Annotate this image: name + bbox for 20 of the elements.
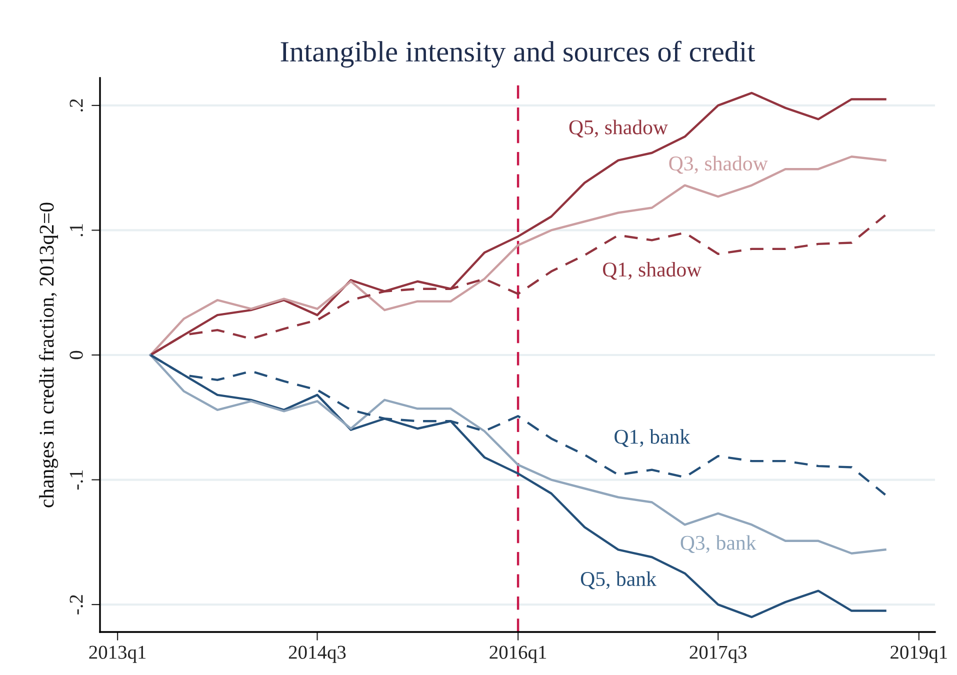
series-label: Q3, bank: [680, 535, 756, 554]
y-tick-label: -.1: [70, 470, 83, 490]
y-tick-label: .1: [70, 224, 83, 236]
series-label: Q1, shadow: [603, 262, 702, 280]
series-label: Q5, shadow: [569, 120, 668, 138]
x-tick-label: 2014q3: [288, 646, 346, 663]
x-tick-label: 2017q3: [690, 646, 747, 663]
line-series: [149, 354, 886, 554]
line-series: [149, 156, 886, 356]
x-tick-label: 2016q1: [490, 646, 546, 663]
x-tick-label: 2013q1: [89, 646, 146, 663]
y-tick-label: .2: [70, 99, 83, 112]
series-label: Q3, shadow: [669, 156, 768, 174]
y-tick-label: -.2: [70, 595, 83, 614]
series-label: Q5, bank: [580, 571, 656, 590]
y-tick-label: 0: [70, 350, 83, 360]
y-axis-title: changes in credit fraction, 2013q2=0: [38, 202, 58, 508]
x-tick-label: 2019q1: [890, 646, 947, 663]
series-label: Q1, bank: [614, 429, 690, 447]
chart-title: Intangible intensity and sources of credit: [280, 40, 756, 68]
